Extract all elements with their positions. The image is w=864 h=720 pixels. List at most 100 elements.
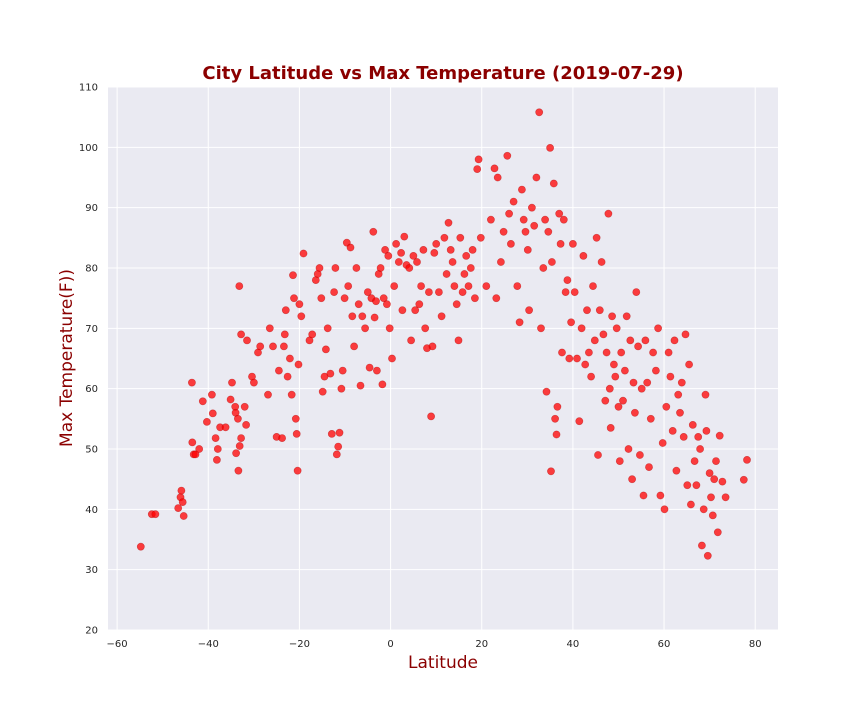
data-point xyxy=(619,396,627,405)
data-point xyxy=(177,486,186,495)
data-point xyxy=(617,348,626,357)
data-point xyxy=(424,288,433,296)
data-point xyxy=(390,282,399,290)
data-point xyxy=(589,282,597,290)
data-point xyxy=(274,366,283,375)
data-point xyxy=(136,542,145,551)
data-point xyxy=(690,457,699,465)
data-point xyxy=(278,434,286,442)
data-point xyxy=(639,491,648,500)
data-point xyxy=(233,414,242,423)
data-point xyxy=(605,384,614,393)
data-point xyxy=(323,324,332,333)
data-point xyxy=(573,354,581,363)
y-tick-label: 90 xyxy=(85,203,98,214)
x-axis-label: Latitude xyxy=(408,653,478,673)
data-point xyxy=(462,251,471,260)
x-tick-label: −60 xyxy=(107,639,128,650)
data-point xyxy=(315,264,324,272)
data-point xyxy=(376,264,385,272)
data-point xyxy=(269,342,277,351)
data-point xyxy=(535,108,544,117)
data-point xyxy=(470,294,479,303)
data-point xyxy=(430,248,439,257)
data-point xyxy=(466,264,475,272)
data-point xyxy=(228,378,236,387)
data-point xyxy=(702,426,711,435)
data-point xyxy=(492,294,501,303)
data-point xyxy=(592,233,601,242)
y-tick-label: 50 xyxy=(85,445,98,456)
data-point xyxy=(662,402,671,411)
data-point xyxy=(548,258,556,266)
data-point xyxy=(681,330,690,339)
y-tick-label: 60 xyxy=(85,384,98,395)
data-point xyxy=(454,336,463,345)
data-point xyxy=(452,300,461,309)
data-point xyxy=(587,372,595,381)
data-point xyxy=(294,360,303,369)
data-point xyxy=(352,264,361,272)
data-point xyxy=(327,429,336,438)
data-point xyxy=(385,324,394,333)
data-point xyxy=(685,360,693,369)
y-tick-label: 40 xyxy=(85,505,98,516)
data-point xyxy=(615,457,624,465)
data-point xyxy=(188,438,197,447)
data-point xyxy=(179,512,188,520)
data-point xyxy=(672,466,681,475)
data-point xyxy=(614,402,623,411)
data-point xyxy=(544,227,553,236)
data-point xyxy=(506,239,515,248)
data-point xyxy=(474,155,483,164)
data-point xyxy=(532,173,541,182)
data-point xyxy=(293,466,302,475)
data-point xyxy=(570,288,579,296)
data-point xyxy=(191,450,200,459)
data-point xyxy=(599,330,608,339)
data-point xyxy=(518,185,526,194)
data-point xyxy=(664,348,673,357)
data-point xyxy=(654,324,662,333)
data-point xyxy=(285,354,294,363)
data-point xyxy=(318,387,327,396)
data-point xyxy=(460,270,469,278)
x-axis-ticks: −60 −40 −20 0 20 40 60 80 xyxy=(107,639,762,650)
data-point xyxy=(660,505,669,514)
data-point xyxy=(411,306,420,315)
data-point xyxy=(195,445,204,453)
data-point xyxy=(427,412,435,421)
data-point xyxy=(372,366,381,375)
data-point xyxy=(641,336,650,345)
data-point xyxy=(363,288,372,296)
data-point xyxy=(372,297,380,306)
data-point xyxy=(707,493,715,502)
data-point xyxy=(405,264,414,272)
data-point xyxy=(332,450,341,459)
data-point xyxy=(608,312,616,321)
data-point xyxy=(208,409,217,418)
data-point xyxy=(553,402,562,411)
data-point xyxy=(549,179,558,188)
data-point xyxy=(437,312,446,321)
data-point xyxy=(473,165,482,173)
data-point xyxy=(198,397,207,406)
data-point xyxy=(634,342,642,351)
data-point xyxy=(575,417,584,426)
y-tick-label: 110 xyxy=(79,83,98,94)
data-point xyxy=(213,445,222,453)
data-point xyxy=(558,348,566,357)
data-point xyxy=(528,203,536,212)
data-point xyxy=(317,294,326,303)
data-point xyxy=(211,434,220,442)
data-point xyxy=(432,239,441,248)
data-point xyxy=(398,306,407,315)
data-point xyxy=(370,313,379,322)
data-point xyxy=(265,324,274,333)
data-point xyxy=(326,369,335,378)
data-point xyxy=(637,384,646,393)
data-point xyxy=(703,551,712,560)
data-point xyxy=(348,312,357,321)
data-point xyxy=(444,218,453,227)
data-point xyxy=(694,432,703,441)
